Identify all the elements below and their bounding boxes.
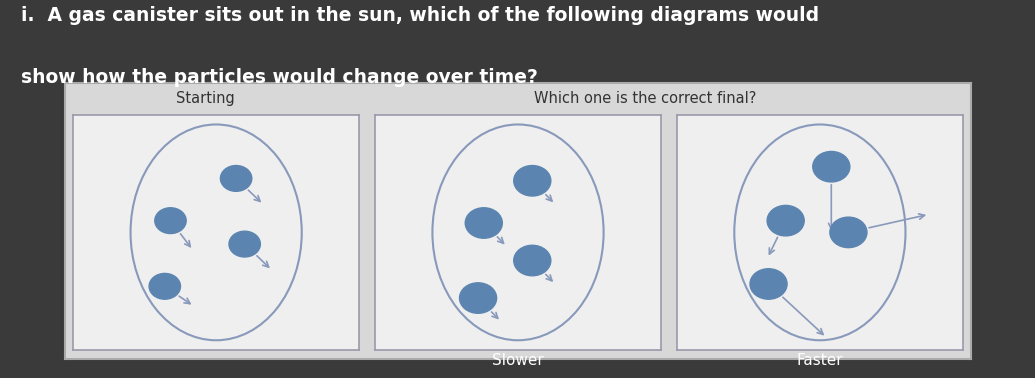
Circle shape [812,152,850,182]
Circle shape [466,208,502,238]
Text: i.  A gas canister sits out in the sun, which of the following diagrams would: i. A gas canister sits out in the sun, w… [21,6,819,25]
Circle shape [513,245,551,276]
Text: Faster: Faster [797,353,844,369]
Circle shape [460,283,497,313]
Circle shape [155,208,186,234]
Circle shape [767,205,804,236]
Circle shape [513,166,551,196]
Circle shape [149,273,180,299]
Circle shape [750,269,787,299]
Text: Slower: Slower [493,353,544,369]
Circle shape [229,231,261,257]
Circle shape [830,217,867,248]
Text: Which one is the correct final?: Which one is the correct final? [534,91,756,107]
Circle shape [220,166,252,191]
Text: Starting: Starting [176,91,235,107]
Text: show how the particles would change over time?: show how the particles would change over… [21,68,537,87]
